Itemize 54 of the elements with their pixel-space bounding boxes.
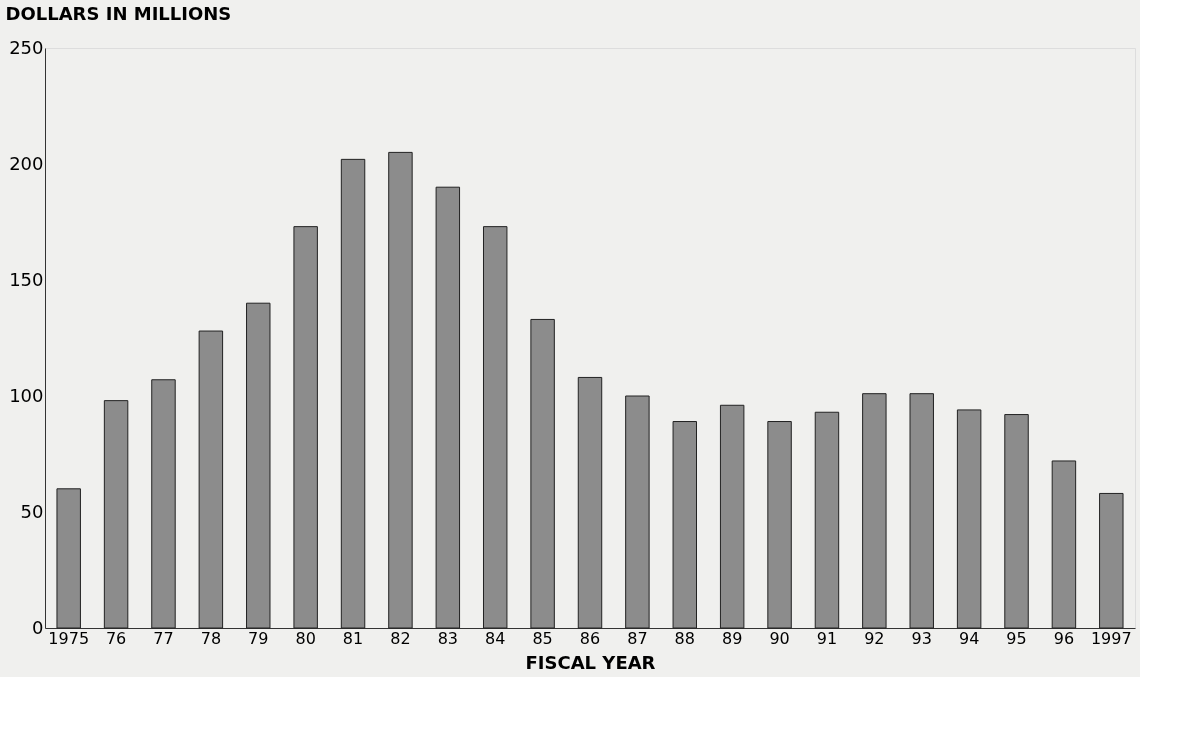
bar: [577, 376, 603, 629]
bar: [530, 318, 555, 629]
bar: [388, 151, 413, 629]
x-tick-label: 80: [295, 628, 316, 648]
y-tick-label: 150: [9, 268, 44, 290]
bar: [909, 393, 934, 629]
bar: [1004, 414, 1029, 629]
x-tick-label: 95: [1006, 628, 1027, 648]
x-tick-label: 93: [911, 628, 932, 648]
x-tick-label: 90: [769, 628, 790, 648]
y-tick-label: 250: [9, 36, 44, 58]
x-tick-label: 83: [437, 628, 459, 648]
x-tick-label: 94: [958, 628, 980, 648]
bar: [956, 409, 982, 629]
x-axis-title: FISCAL YEAR: [525, 651, 656, 673]
bar: [1051, 460, 1077, 629]
x-tick-label: 84: [485, 628, 506, 648]
y-tick-label: 100: [9, 384, 44, 406]
bar: [246, 302, 271, 629]
x-tick-label: 96: [1053, 628, 1075, 648]
x-tick-label: 87: [627, 628, 648, 648]
x-tick-label: 89: [721, 628, 743, 648]
bar: [814, 411, 840, 629]
x-tick-label: 77: [153, 628, 174, 648]
bar: [672, 421, 698, 629]
y-tick-label: 50: [20, 500, 44, 522]
bar: [103, 400, 129, 629]
x-tick-label: 88: [674, 628, 695, 648]
bar: [719, 404, 745, 629]
bar: [625, 395, 650, 629]
x-tick-label: 76: [105, 628, 127, 648]
x-tick-label: 86: [579, 628, 601, 648]
x-tick-label: 1997: [1090, 628, 1132, 648]
y-tick-label: 200: [9, 152, 44, 174]
bar: [767, 421, 792, 629]
bar: [1099, 492, 1124, 629]
bar: [862, 393, 887, 629]
bar: [340, 158, 366, 629]
x-tick-label: 78: [200, 628, 222, 648]
bar: [56, 488, 81, 629]
x-tick-label: 82: [390, 628, 411, 648]
x-tick-label: 81: [342, 628, 364, 648]
bar: [293, 226, 318, 629]
y-axis-title: DOLLARS IN MILLIONS: [5, 2, 232, 24]
x-tick-label: 79: [248, 628, 269, 648]
bar: [482, 226, 508, 629]
bar: [151, 379, 176, 629]
x-tick-label: 85: [532, 628, 553, 648]
x-tick-label: 1975: [48, 628, 90, 648]
bar: [198, 330, 224, 629]
bar: [435, 186, 461, 629]
y-tick-label: 0: [32, 616, 44, 638]
x-tick-label: 91: [816, 628, 838, 648]
x-tick-label: 92: [864, 628, 885, 648]
